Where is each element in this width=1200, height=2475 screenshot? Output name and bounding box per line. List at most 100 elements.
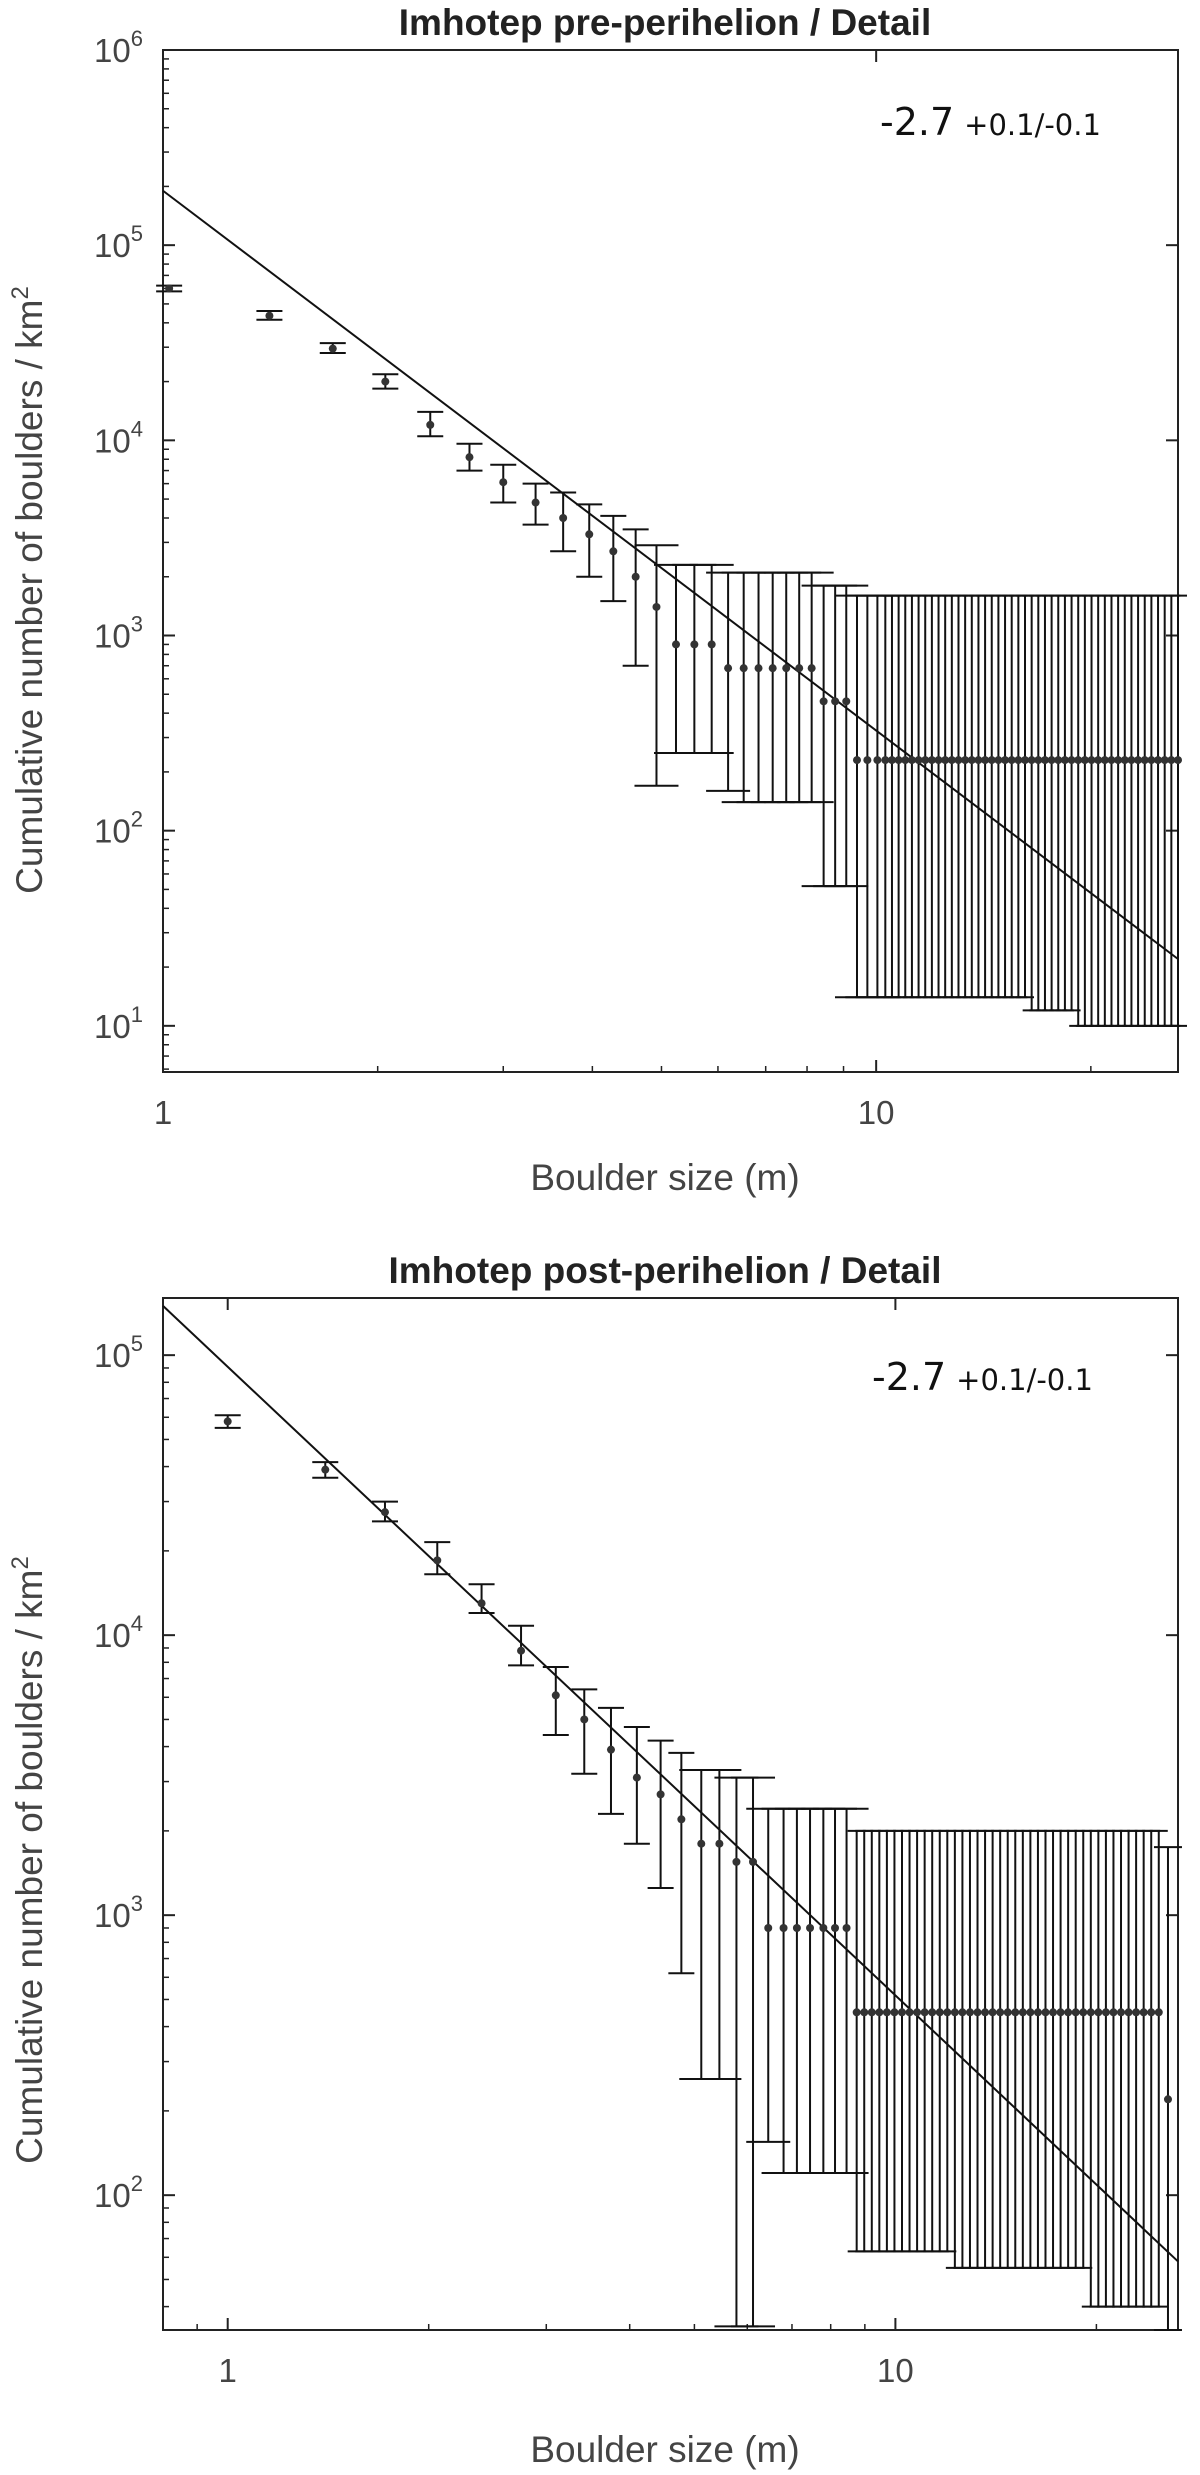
chart-1-y-tick-label: 103: [94, 611, 143, 654]
chart-2-slope-value: -2.7: [872, 1355, 946, 1399]
chart-2-tail-point: [965, 2008, 974, 2017]
chart-1-tail-point: [894, 756, 903, 765]
chart-1-data-point: [499, 478, 508, 487]
chart-2-y-tick-exp: 2: [131, 2171, 143, 2196]
chart-1-tail-point: [974, 756, 983, 765]
chart-2-tail-point: [1071, 2008, 1080, 2017]
svg-text:Cumulative number of boulders: Cumulative number of boulders / km2: [7, 286, 50, 894]
chart-1-data-point: [585, 530, 594, 539]
chart-1-tail-point: [967, 756, 976, 765]
chart-2-y-tick-base: 10: [94, 2177, 131, 2214]
chart-1-tail-point: [1154, 756, 1163, 765]
chart-1-data-point: [782, 664, 791, 673]
chart-1-y-tick-exp: 4: [131, 416, 143, 441]
chart-2-tail-point: [1101, 2008, 1110, 2017]
chart-2-tail-point: [852, 2008, 861, 2017]
chart-1-y-tick-exp: 5: [131, 221, 143, 246]
chart-2-tail-point: [958, 2008, 967, 2017]
chart-1-data-point: [739, 664, 748, 673]
chart-2-tail-point: [1139, 2008, 1148, 2017]
chart-1-tail-point: [1074, 756, 1083, 765]
chart-1-data-point: [631, 572, 640, 581]
chart-2-tail-point: [1132, 2008, 1141, 2017]
chart-1-tail-point: [921, 756, 930, 765]
chart-2-tail-point: [897, 2008, 906, 2017]
chart-2-data-point: [656, 1790, 665, 1799]
chart-1-tail-point: [1021, 756, 1030, 765]
chart-2-x-axis-label: Boulder size (m): [530, 2429, 799, 2470]
chart-2-tail-point: [867, 2008, 876, 2017]
chart-1-data-point: [819, 697, 828, 706]
chart-1-data-point: [873, 756, 882, 765]
chart-2-x-tick-label: 1: [219, 2352, 237, 2389]
chart-1-data-point: [465, 453, 474, 462]
chart-2-data-point: [580, 1715, 589, 1724]
chart-1-data-point: [807, 664, 816, 673]
chart-1-tail-point: [1014, 756, 1023, 765]
chart-2-tail-point: [905, 2008, 914, 2017]
chart-2-tail-point: [882, 2008, 891, 2017]
chart-1-data-point: [768, 664, 777, 673]
chart-1-tail-point: [1034, 756, 1043, 765]
chart-1-tail-point: [1160, 756, 1169, 765]
chart-2-data-point: [517, 1646, 526, 1655]
chart-1-y-tick-base: 10: [94, 617, 131, 654]
chart-1-data-point: [328, 344, 337, 353]
chart-2-extra-point: [1163, 2095, 1172, 2104]
chart-2-tail-point: [1049, 2008, 1058, 2017]
chart-1-tail-point: [1167, 756, 1176, 765]
chart-1-tail-point: [1114, 756, 1123, 765]
chart-1-y-tick-exp: 6: [131, 26, 143, 51]
chart-1-tail-point: [887, 756, 896, 765]
chart-1-tail-point: [1080, 756, 1089, 765]
chart-1-y-tick-label: 104: [94, 416, 143, 459]
chart-2-data-point: [677, 1815, 686, 1824]
chart-1-tail-point: [1174, 756, 1182, 765]
chart-2-data-point: [842, 1923, 851, 1932]
chart-1-tail-point: [1047, 756, 1056, 765]
chart-2-data-point: [477, 1599, 486, 1608]
chart-2-y-axis-label-text: Cumulative number of boulders / km: [9, 1570, 50, 2164]
chart-2-slope-annotation: -2.7 +0.1/-0.1: [872, 1355, 1093, 1399]
chart-1-y-tick-exp: 1: [131, 1002, 143, 1027]
chart-2-data-point: [433, 1556, 442, 1565]
chart-2-data-point: [779, 1923, 788, 1932]
chart-2-y-tick-base: 10: [94, 1897, 131, 1934]
chart-2-y-tick-label: 105: [94, 1331, 143, 1374]
chart-1-data-point: [707, 640, 716, 649]
chart-2-tail-point: [1124, 2008, 1133, 2017]
chart-2-data-point: [764, 1923, 773, 1932]
chart-1-data-point: [531, 498, 540, 507]
chart-2-y-axis-label: Cumulative number of boulders / km2: [7, 1556, 50, 2164]
chart-1-data-point: [381, 377, 390, 386]
chart-1-y-tick-exp: 2: [131, 807, 143, 832]
chart-2-y-tick-label: 102: [94, 2171, 143, 2214]
chart-2-tail-point: [1041, 2008, 1050, 2017]
chart-1-tail-point: [881, 756, 890, 765]
chart-1-slope-value: -2.7: [880, 100, 954, 144]
chart-2-tail-point: [1064, 2008, 1073, 2017]
chart-1-data-point: [863, 756, 872, 765]
chart-1-tail-point: [1094, 756, 1103, 765]
chart-1-power-law-fit-line: [162, 189, 1179, 960]
chart-1-tail-point: [1127, 756, 1136, 765]
chart-2-y-tick-label: 103: [94, 1891, 143, 1934]
chart-2-data-point: [732, 1857, 741, 1866]
chart-1-y-tick-label: 106: [94, 26, 143, 69]
chart-1-data-point: [652, 602, 661, 611]
chart-1-data-point: [795, 664, 804, 673]
chart-2-tail-point: [950, 2008, 959, 2017]
chart-1-data-point: [559, 513, 568, 522]
chart-1-y-axis-label-text: Cumulative number of boulders / km: [9, 300, 50, 894]
chart-2-y-tick-exp: 4: [131, 1611, 143, 1636]
chart-2-tail-point: [1147, 2008, 1156, 2017]
chart-2-tail-point: [1154, 2008, 1163, 2017]
chart-2-data-point: [551, 1691, 560, 1700]
chart-1-y-tick-exp: 3: [131, 611, 143, 636]
chart-2-tail-point: [1033, 2008, 1042, 2017]
chart-1-tail-point: [914, 756, 923, 765]
chart-2-data-point: [606, 1745, 615, 1754]
chart-2-data-point: [819, 1923, 828, 1932]
